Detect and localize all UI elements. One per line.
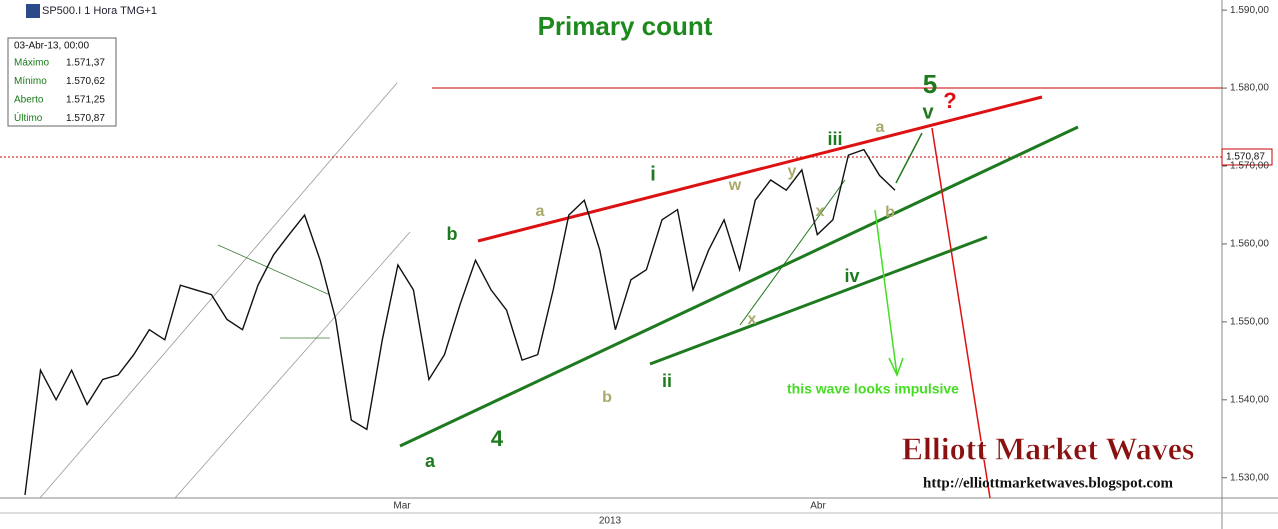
upper-wedge-line [477,95,1043,243]
y-tick-label: 1.590,00 [1230,5,1269,16]
lower-wedge-line [399,125,1079,448]
last-price-box [1221,148,1273,166]
wave-label: this wave looks impulsive [787,381,959,397]
wave-label: ? [943,88,956,113]
chart-title: Primary count [538,11,713,41]
url[interactable]: http://elliottmarketwaves.blogspot.com [923,475,1173,491]
y-tick-label: 1.550,00 [1230,317,1269,328]
wave-label: b [602,389,612,406]
wave-label: a [876,119,885,136]
info-key: Máximo [14,58,49,69]
channel-line [39,82,398,499]
wave-label: v [922,101,934,123]
projection-line [931,127,991,499]
info-key: Aberto [14,95,44,106]
wave-label: x [816,203,825,220]
x-tick-label: Abr [810,501,826,512]
y-tick-label: 1.580,00 [1230,83,1269,94]
impulse-arrow [874,209,898,376]
instrument-icon [26,4,40,18]
info-date: 03-Abr-13, 00:00 [14,41,89,52]
x-tick-label: Mar [393,501,411,512]
info-key: Último [14,111,43,124]
wave-label: iii [827,129,842,149]
wave-label: a [425,451,436,471]
y-tick-label: 1.560,00 [1230,239,1269,250]
channel-line [174,231,411,499]
last-price-label: 1.570,87 [1226,152,1265,163]
iv-line [649,235,988,366]
wave-label: b [885,204,895,221]
info-value: 1.570,62 [66,76,105,87]
wave-label: x [748,311,757,328]
trend-lines [0,82,1222,499]
y-tick-label: 1.530,00 [1230,472,1269,483]
year-label: 2013 [599,516,622,527]
info-key: Mínimo [14,76,47,87]
info-value: 1.571,25 [66,95,105,106]
price-line [24,148,896,495]
wave-label: i [650,163,656,185]
instrument-label[interactable]: SP500.I 1 Hora TMG+1 [42,5,157,17]
brand: Elliott Market Waves [902,430,1195,466]
wave-label: 4 [491,426,504,451]
arrow-head [888,357,904,377]
y-tick-label: 1.540,00 [1230,394,1269,405]
y-tick-label: 1.570,00 [1230,161,1269,172]
wave-label: ii [662,371,672,391]
wave-label: b [447,224,458,244]
wave-v-line [895,132,923,184]
info-box [7,37,117,127]
wave-label: y [788,163,797,180]
info-rows: Máximo 1.571,37 Mínimo 1.570,62 Aberto 1.571,… [14,58,105,125]
wave-label: a [536,203,545,220]
info-value: 1.571,37 [66,58,105,69]
triangle-line [217,244,331,296]
wave-label: w [728,177,742,194]
thin-line [739,179,846,326]
info-value: 1.570,87 [66,113,105,124]
wave-label: 5 [923,69,937,99]
wave-label: iv [844,266,859,286]
